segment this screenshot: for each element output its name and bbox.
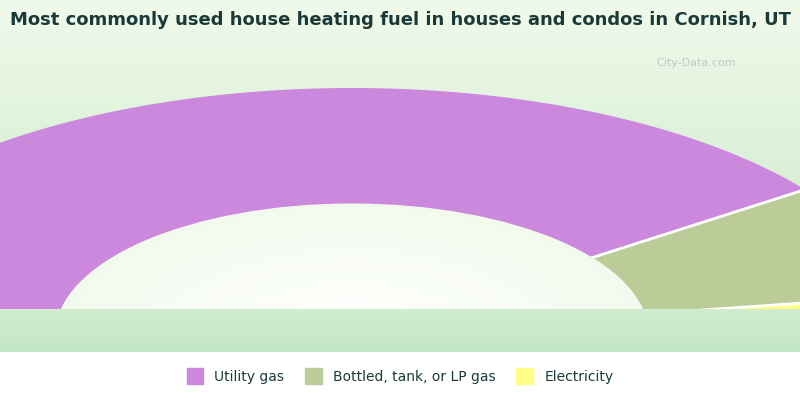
Circle shape: [308, 315, 397, 354]
Circle shape: [81, 215, 623, 400]
Circle shape: [95, 222, 609, 400]
Circle shape: [174, 256, 530, 400]
Legend: Utility gas, Bottled, tank, or LP gas, Electricity: Utility gas, Bottled, tank, or LP gas, E…: [181, 363, 619, 389]
Circle shape: [347, 332, 357, 336]
Text: City-Data.com: City-Data.com: [656, 58, 736, 68]
Circle shape: [170, 254, 534, 400]
Circle shape: [332, 326, 372, 343]
Circle shape: [120, 232, 584, 400]
Circle shape: [86, 217, 618, 400]
Circle shape: [263, 295, 441, 374]
Circle shape: [154, 248, 550, 400]
Circle shape: [56, 204, 648, 400]
Circle shape: [313, 317, 391, 352]
Circle shape: [288, 306, 416, 363]
Circle shape: [145, 243, 559, 400]
Circle shape: [273, 300, 431, 369]
Circle shape: [229, 280, 475, 389]
Circle shape: [243, 287, 461, 382]
Circle shape: [76, 213, 628, 400]
Circle shape: [106, 226, 598, 400]
Circle shape: [135, 239, 569, 400]
Circle shape: [115, 230, 589, 400]
Circle shape: [165, 252, 539, 400]
Circle shape: [224, 278, 480, 391]
Circle shape: [283, 304, 421, 365]
Circle shape: [342, 330, 362, 339]
Circle shape: [160, 250, 544, 400]
Circle shape: [110, 228, 594, 400]
Circle shape: [234, 282, 470, 386]
Polygon shape: [644, 296, 800, 334]
Circle shape: [293, 308, 411, 360]
Circle shape: [61, 206, 643, 400]
Circle shape: [258, 293, 446, 376]
Circle shape: [150, 246, 554, 400]
Circle shape: [298, 310, 406, 358]
Circle shape: [179, 258, 525, 400]
Circle shape: [194, 265, 510, 400]
Circle shape: [125, 234, 579, 400]
Circle shape: [101, 224, 604, 400]
Circle shape: [338, 328, 366, 341]
Polygon shape: [591, 190, 800, 314]
Circle shape: [204, 269, 500, 400]
Circle shape: [190, 263, 515, 400]
Bar: [0, 366, 800, 387]
Circle shape: [248, 289, 456, 380]
Circle shape: [209, 272, 495, 397]
Circle shape: [214, 274, 490, 395]
Circle shape: [322, 321, 382, 348]
Circle shape: [130, 237, 574, 400]
Polygon shape: [0, 88, 800, 334]
Circle shape: [268, 298, 436, 371]
Circle shape: [327, 324, 377, 345]
Circle shape: [184, 260, 520, 400]
Circle shape: [218, 276, 485, 393]
Circle shape: [140, 241, 564, 400]
Circle shape: [302, 313, 402, 356]
Circle shape: [90, 219, 614, 400]
Circle shape: [254, 291, 450, 378]
Circle shape: [278, 302, 426, 367]
Circle shape: [199, 267, 505, 400]
Circle shape: [318, 319, 386, 350]
Circle shape: [238, 284, 466, 384]
Text: Most commonly used house heating fuel in houses and condos in Cornish, UT: Most commonly used house heating fuel in…: [10, 10, 790, 28]
Circle shape: [66, 208, 638, 400]
Circle shape: [71, 211, 634, 400]
